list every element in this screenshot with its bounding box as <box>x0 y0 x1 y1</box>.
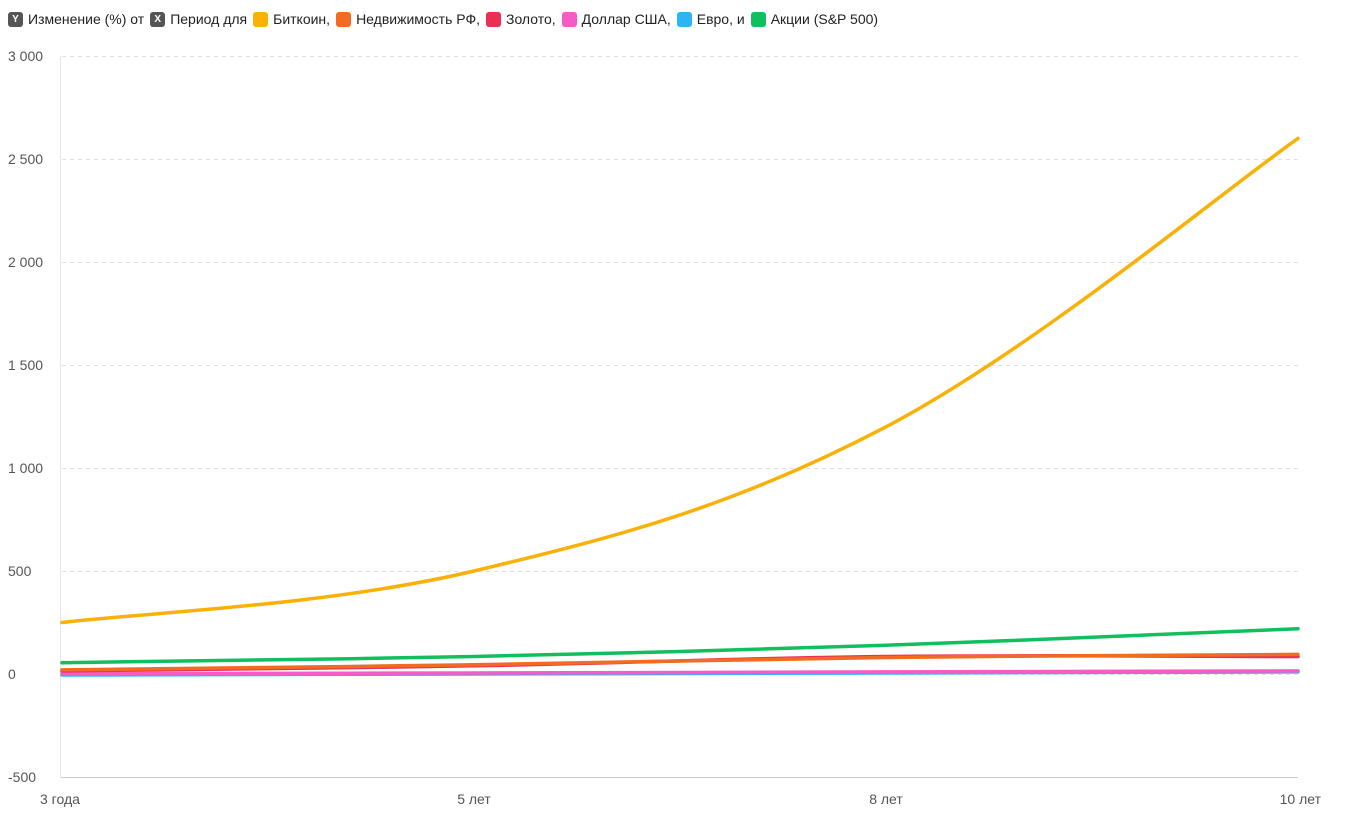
series-line-sp500[interactable] <box>60 626 1300 665</box>
legend-label-real-estate: Недвижимость РФ, <box>356 11 480 27</box>
usd-swatch-icon <box>561 11 577 27</box>
chart-legend: Y Изменение (%) от X Период для Биткоин,… <box>8 8 884 30</box>
legend-item-bitcoin[interactable]: Биткоин, <box>253 11 330 27</box>
y-tick-label: 1 000 <box>8 460 43 476</box>
legend-item-sp500[interactable]: Акции (S&P 500) <box>750 11 879 27</box>
gold-swatch-icon <box>485 11 501 27</box>
y-tick-label: 3 000 <box>8 48 43 64</box>
legend-label-gold: Золото, <box>505 11 556 27</box>
legend-item-gold[interactable]: Золото, <box>485 11 556 27</box>
x-axis-badge-icon: X <box>150 11 166 27</box>
legend-item-euro[interactable]: Евро, и <box>676 11 745 27</box>
legend-label-usd: Доллар США, <box>581 11 671 27</box>
series-lines <box>60 136 1300 677</box>
x-tick-label: 10 лет <box>1280 791 1322 807</box>
x-tick-label: 8 лет <box>869 791 903 807</box>
bitcoin-swatch-icon <box>253 11 269 27</box>
euro-swatch-icon <box>676 11 692 27</box>
legend-x-axis-label: Период для <box>170 11 248 27</box>
x-tick-label: 3 года <box>40 791 80 807</box>
x-tick-label: 5 лет <box>457 791 491 807</box>
y-axis-badge-icon: Y <box>8 11 23 27</box>
real-estate-swatch-icon <box>336 11 352 27</box>
series-line-usd[interactable] <box>60 669 1300 676</box>
axes <box>60 56 1298 778</box>
legend-item-usd[interactable]: Доллар США, <box>561 11 671 27</box>
legend-label-bitcoin: Биткоин, <box>273 11 331 27</box>
legend-label-euro: Евро, и <box>696 11 745 27</box>
series-line-bitcoin[interactable] <box>60 136 1300 625</box>
legend-label-sp500: Акции (S&P 500) <box>770 11 879 27</box>
legend-x-axis-item: X Период для <box>150 11 247 27</box>
legend-y-axis-label: Изменение (%) от <box>28 11 145 27</box>
series-line-real-estate[interactable] <box>60 652 1300 672</box>
y-tick-label: -500 <box>8 769 36 785</box>
y-tick-label: 2 500 <box>8 151 43 167</box>
y-tick-label: 500 <box>8 563 32 579</box>
legend-item-real-estate[interactable]: Недвижимость РФ, <box>336 11 480 27</box>
sp500-swatch-icon <box>750 11 766 27</box>
y-tick-label: 1 500 <box>8 357 43 373</box>
legend-y-axis-item: Y Изменение (%) от <box>8 11 144 27</box>
y-tick-label: 2 000 <box>8 254 43 270</box>
y-tick-label: 0 <box>8 666 16 682</box>
